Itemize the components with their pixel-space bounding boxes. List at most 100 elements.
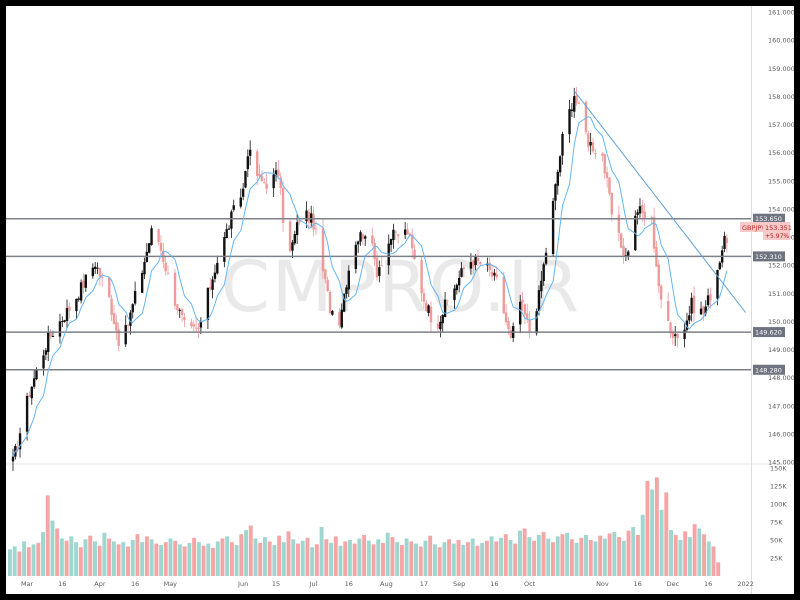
volume-bar xyxy=(641,515,645,576)
candle-body xyxy=(594,153,596,154)
candle-body xyxy=(571,110,573,111)
candle-body xyxy=(141,273,143,293)
volume-bar xyxy=(612,532,616,576)
volume-bar xyxy=(594,541,598,576)
volume-bar xyxy=(348,540,352,576)
volume-bar xyxy=(296,544,300,576)
volume-bar xyxy=(523,528,527,576)
candle-body xyxy=(568,109,570,134)
volume-axis-tick-label: 75K xyxy=(770,519,783,527)
candle-body xyxy=(265,184,267,189)
volume-bar xyxy=(367,541,371,576)
candle-body xyxy=(31,387,33,398)
candle-body xyxy=(66,308,68,321)
volume-bar xyxy=(376,539,380,576)
volume-bar xyxy=(645,481,649,576)
candle-body xyxy=(390,239,392,245)
volume-bar xyxy=(277,536,281,576)
time-axis-tick-label: May xyxy=(164,580,178,588)
candle-body xyxy=(503,277,505,314)
candle-body xyxy=(592,142,594,151)
candle-body xyxy=(491,272,493,277)
volume-bar xyxy=(164,542,168,576)
volume-bar xyxy=(112,541,116,576)
candle-body xyxy=(148,243,150,252)
volume-bar xyxy=(216,541,220,576)
candle-body xyxy=(430,307,432,323)
candle-body xyxy=(557,172,559,186)
volume-bar xyxy=(683,531,687,576)
candle-body xyxy=(143,262,145,274)
candle-body xyxy=(230,212,232,229)
candle-body xyxy=(80,282,82,300)
candle-body xyxy=(315,228,317,229)
volume-bar xyxy=(707,541,711,576)
volume-bar xyxy=(150,539,154,576)
time-axis-tick-label: 15 xyxy=(272,580,280,588)
candle-body xyxy=(85,274,87,287)
volume-bar xyxy=(509,540,513,576)
candle-body xyxy=(61,321,63,322)
volume-bar xyxy=(74,542,78,576)
time-axis-tick-label: 16 xyxy=(490,580,498,588)
candle-body xyxy=(479,262,481,264)
candle-body xyxy=(726,238,728,243)
candle-body xyxy=(674,334,676,336)
volume-bar xyxy=(192,538,196,576)
candle-body xyxy=(244,171,246,187)
level-tag-label: 149.620 xyxy=(755,329,782,337)
candle-body xyxy=(240,197,242,206)
candle-body xyxy=(96,268,98,269)
volume-bar xyxy=(60,539,64,576)
candle-body xyxy=(228,229,230,230)
volume-bar xyxy=(140,542,144,576)
candle-body xyxy=(282,188,284,223)
candle-body xyxy=(643,212,645,218)
time-axis-tick-label: 2022 xyxy=(737,580,754,588)
chart-panel: CMPRO.IR 153.650 152.310 149.620 148.280 14… xyxy=(6,6,794,594)
time-axis-tick-label: Dec xyxy=(667,580,680,588)
candle-body xyxy=(113,313,115,324)
volume-bar xyxy=(239,534,243,576)
candle-body xyxy=(380,265,382,266)
price-axis-tick-label: 152.000 xyxy=(768,262,794,270)
time-axis-tick-label: Nov xyxy=(596,580,609,588)
candle-body xyxy=(545,253,547,264)
volume-bar xyxy=(17,552,21,576)
candle-body xyxy=(507,321,509,329)
volume-bar xyxy=(339,546,343,576)
candle-body xyxy=(52,336,54,337)
volume-bar xyxy=(485,541,489,576)
volume-bar xyxy=(13,546,17,576)
volume-bar xyxy=(471,539,475,576)
candle-body xyxy=(472,261,474,268)
price-axis-tick-label: 149.000 xyxy=(768,346,794,354)
candle-body xyxy=(606,172,608,178)
volume-bar xyxy=(291,539,295,576)
volume-bar xyxy=(386,533,390,576)
volume-bar xyxy=(36,543,40,576)
volume-bar xyxy=(225,536,229,576)
candle-body xyxy=(207,288,209,320)
volume-bar xyxy=(608,534,612,576)
volume-bar xyxy=(121,542,125,576)
volume-bar xyxy=(556,536,560,576)
volume-bar xyxy=(537,535,541,576)
volume-bar xyxy=(579,538,583,576)
candle-body xyxy=(376,258,378,278)
candle-body xyxy=(561,134,563,156)
candle-body xyxy=(676,334,678,338)
volume-bar xyxy=(419,546,423,576)
volume-axis-tick-label: 50K xyxy=(770,537,783,545)
volume-axis-tick-label: 25K xyxy=(770,555,783,563)
candle-body xyxy=(289,221,291,251)
candle-body xyxy=(150,228,152,245)
candle-body xyxy=(179,310,181,311)
candle-body xyxy=(641,205,643,213)
price-axis-tick-label: 161.000 xyxy=(768,9,794,17)
volume-bar xyxy=(627,531,631,576)
volume-bar xyxy=(452,544,456,576)
price-axis-tick-label: 154.000 xyxy=(768,205,794,213)
candle-body xyxy=(331,311,333,315)
